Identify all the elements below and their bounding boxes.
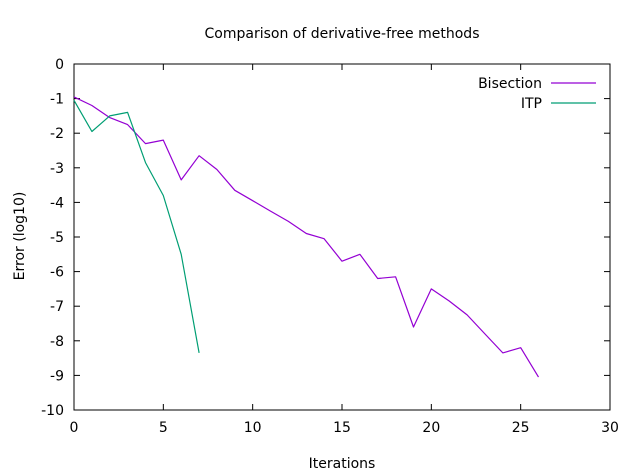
y-tick-label: -4: [50, 195, 64, 211]
y-tick-label: -5: [50, 230, 64, 246]
y-tick-label: -9: [50, 368, 64, 384]
y-tick-label: -1: [50, 92, 64, 108]
x-tick-label: 5: [159, 420, 168, 436]
y-tick-label: -2: [50, 126, 64, 142]
x-tick-label: 30: [601, 420, 619, 436]
series-line-bisection: [73, 96, 540, 378]
y-tick-label: -3: [50, 161, 64, 177]
legend-label-itp: ITP: [521, 96, 542, 112]
chart-title: Comparison of derivative-free methods: [205, 26, 480, 42]
x-tick-label: 25: [512, 420, 530, 436]
x-tick-label: 15: [333, 420, 351, 436]
x-tick-label: 10: [244, 420, 262, 436]
y-tick-label: -10: [41, 403, 64, 419]
y-tick-label: -7: [50, 299, 64, 315]
x-tick-label: 20: [422, 420, 440, 436]
y-tick-label: 0: [55, 57, 64, 73]
x-axis-title: Iterations: [309, 456, 376, 472]
y-axis-title: Error (log10): [12, 192, 28, 281]
x-tick-label: 0: [70, 420, 79, 436]
y-tick-label: -6: [50, 265, 64, 281]
series-line-itp: [73, 100, 200, 354]
legend-label-bisection: Bisection: [478, 76, 542, 92]
y-tick-label: -8: [50, 334, 64, 350]
plot-frame: [73, 63, 611, 411]
